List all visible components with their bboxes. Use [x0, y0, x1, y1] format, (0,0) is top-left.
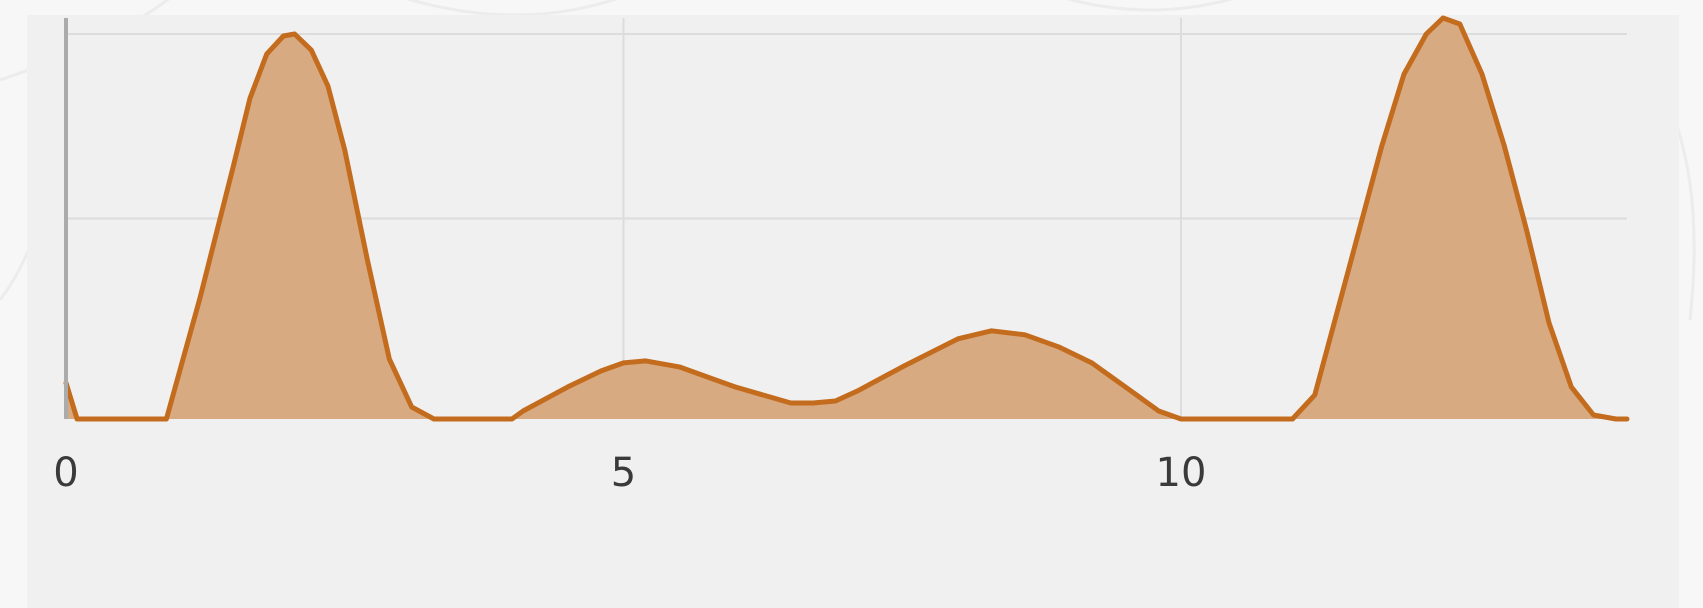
x-tick-label: 0 — [53, 450, 78, 496]
chart-panel: 0 5 10 — [27, 15, 1679, 608]
series-area-0 — [66, 18, 1627, 419]
area-chart: 0 5 10 — [53, 15, 1630, 496]
series-layer — [63, 15, 1630, 422]
x-tick-label: 10 — [1156, 450, 1207, 496]
x-tick-label: 5 — [611, 450, 636, 496]
series-line-0 — [63, 15, 1630, 422]
x-axis-ticks: 0 5 10 — [53, 450, 1206, 496]
